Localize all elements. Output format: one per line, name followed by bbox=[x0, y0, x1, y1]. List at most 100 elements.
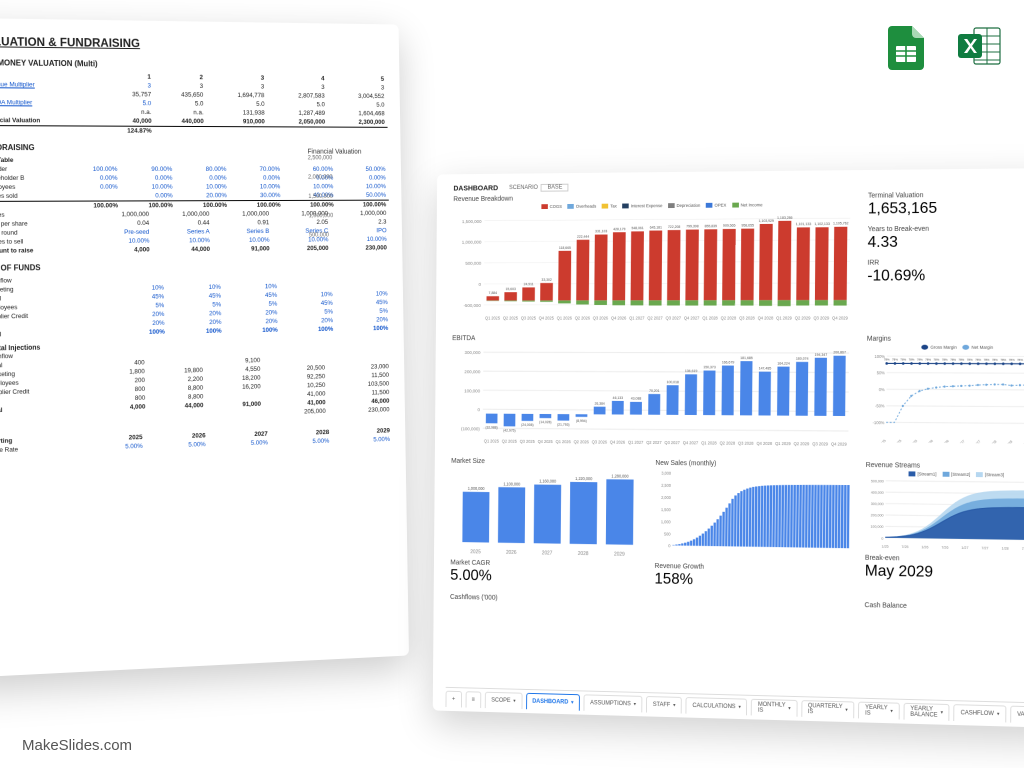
svg-text:Q1 2028: Q1 2028 bbox=[701, 440, 717, 445]
revenue-breakdown-chart: 1,500,0001,000,000500,0000-500,0007,884Q… bbox=[452, 208, 854, 324]
svg-text:909,565: 909,565 bbox=[723, 224, 735, 228]
market-size-title: Market Size bbox=[451, 458, 642, 467]
svg-text:33,302: 33,302 bbox=[542, 278, 552, 282]
google-sheets-icon bbox=[884, 22, 932, 70]
svg-text:200,000: 200,000 bbox=[870, 514, 883, 518]
svg-text:78%: 78% bbox=[884, 358, 890, 362]
svg-text:200,867: 200,867 bbox=[833, 351, 846, 355]
svg-text:1/26: 1/26 bbox=[921, 546, 928, 550]
svg-text:Q1 2025: Q1 2025 bbox=[874, 439, 886, 444]
svg-text:78%: 78% bbox=[892, 358, 898, 362]
svg-text:Q1 2029: Q1 2029 bbox=[1017, 440, 1024, 444]
svg-text:181,685: 181,685 bbox=[740, 356, 753, 360]
svg-text:(24,008): (24,008) bbox=[521, 423, 533, 427]
svg-text:Q2 2025: Q2 2025 bbox=[890, 439, 902, 444]
years-breakeven-label: Years to Break-even bbox=[868, 226, 929, 233]
svg-text:(14,026): (14,026) bbox=[539, 420, 552, 424]
tab-assumptions[interactable]: ASSUMPTIONS▾ bbox=[584, 694, 643, 712]
tab-dashboard[interactable]: DASHBOARD▾ bbox=[526, 693, 580, 711]
svg-text:722,208: 722,208 bbox=[668, 225, 680, 229]
tab-monthly-is[interactable]: MONTHLY IS▾ bbox=[751, 699, 797, 717]
tab-valuation[interactable]: VALUATION▾ bbox=[1010, 706, 1024, 724]
market-cagr-label: Market CAGR bbox=[450, 560, 490, 567]
margins-legend: Gross Margin Net Margin bbox=[867, 345, 1024, 351]
add-sheet-button[interactable]: + bbox=[446, 691, 462, 708]
svg-text:1,000,000: 1,000,000 bbox=[462, 240, 482, 245]
svg-text:Q3 2026: Q3 2026 bbox=[593, 316, 609, 321]
svg-text:7/27: 7/27 bbox=[981, 547, 988, 551]
svg-text:2,000: 2,000 bbox=[661, 495, 671, 500]
svg-text:1,500: 1,500 bbox=[661, 507, 671, 512]
svg-text:Q2 2025: Q2 2025 bbox=[502, 439, 518, 444]
svg-text:(42,975): (42,975) bbox=[503, 428, 515, 432]
svg-text:1,500,000: 1,500,000 bbox=[462, 219, 482, 224]
svg-text:7/26: 7/26 bbox=[941, 546, 948, 550]
svg-text:Q3 2026: Q3 2026 bbox=[592, 440, 608, 445]
revenue-streams-title: Revenue Streams bbox=[866, 462, 1024, 471]
svg-text:Q4 2029: Q4 2029 bbox=[832, 316, 848, 321]
brand-footer: MakeSlides.com bbox=[22, 737, 132, 754]
svg-text:78%: 78% bbox=[925, 358, 931, 362]
svg-text:Q3 2027: Q3 2027 bbox=[969, 440, 981, 445]
sheets-menu-button[interactable]: ≡ bbox=[465, 691, 481, 708]
use-table: CashflowMarketing10%10%10%Legal45%45%45%… bbox=[0, 272, 391, 339]
svg-text:100,000: 100,000 bbox=[464, 388, 480, 393]
svg-text:2028: 2028 bbox=[578, 551, 589, 557]
svg-text:78%: 78% bbox=[917, 358, 923, 362]
svg-text:166,679: 166,679 bbox=[722, 360, 734, 364]
svg-text:799,398: 799,398 bbox=[686, 225, 698, 229]
svg-text:78%: 78% bbox=[950, 358, 956, 362]
new-sales-title: New Sales (monthly) bbox=[655, 460, 852, 469]
tab-yearly-balance[interactable]: YEARLY BALANCE▾ bbox=[903, 703, 949, 721]
svg-text:Q1 2026: Q1 2026 bbox=[556, 439, 572, 444]
svg-text:147,485: 147,485 bbox=[759, 366, 772, 370]
breakeven-label: Break-even bbox=[865, 554, 900, 561]
svg-text:400,000: 400,000 bbox=[871, 491, 884, 495]
revenue-growth-label: Revenue Growth bbox=[655, 563, 705, 571]
svg-text:1,100,000: 1,100,000 bbox=[503, 481, 521, 486]
ebitda-chart: 300,000200,000100,0000(100,000)(32,988)Q… bbox=[451, 344, 853, 450]
svg-text:78%: 78% bbox=[908, 358, 914, 362]
tab-cashflow[interactable]: CASHFLOW▾ bbox=[954, 704, 1007, 722]
svg-text:1,183,286: 1,183,286 bbox=[777, 216, 792, 220]
kpi-panel: Terminal Valuation1,653,165 Years to Bre… bbox=[867, 191, 1024, 326]
svg-text:1,000: 1,000 bbox=[661, 519, 671, 524]
svg-text:Q2 2026: Q2 2026 bbox=[575, 316, 591, 321]
svg-text:(8,994): (8,994) bbox=[576, 419, 587, 423]
tab-yearly-is[interactable]: YEARLY IS▾ bbox=[858, 702, 899, 720]
svg-text:1,105,762: 1,105,762 bbox=[833, 222, 849, 226]
svg-text:300,000: 300,000 bbox=[465, 350, 481, 355]
terminal-valuation-label: Terminal Valuation bbox=[868, 192, 923, 199]
dashboard-title: DASHBOARD bbox=[453, 183, 498, 192]
market-cagr-value: 5.00% bbox=[450, 567, 641, 588]
cashflows-title: Cashflows ('000) bbox=[450, 594, 851, 609]
svg-text:0: 0 bbox=[881, 537, 883, 541]
tab-staff[interactable]: STAFF▾ bbox=[646, 696, 682, 714]
svg-text:78%: 78% bbox=[992, 358, 998, 362]
svg-text:Q1 2029: Q1 2029 bbox=[775, 441, 791, 446]
margins-chart: 100%50%0%-50%-100%78%78%78%78%78%78%78%7… bbox=[866, 351, 1024, 444]
svg-text:7/25: 7/25 bbox=[901, 545, 908, 549]
svg-text:78%: 78% bbox=[975, 358, 981, 362]
svg-text:Q1 2027: Q1 2027 bbox=[629, 316, 645, 321]
tab-calculations[interactable]: CALCULATIONS▾ bbox=[686, 697, 748, 715]
svg-text:Q1 2026: Q1 2026 bbox=[922, 439, 934, 444]
svg-text:70,201: 70,201 bbox=[649, 389, 659, 393]
svg-text:331,103: 331,103 bbox=[595, 230, 607, 234]
svg-text:2025: 2025 bbox=[470, 549, 481, 555]
svg-text:Q2 2029: Q2 2029 bbox=[795, 316, 811, 321]
svg-text:1/28: 1/28 bbox=[1001, 547, 1008, 551]
svg-text:500,000: 500,000 bbox=[465, 261, 481, 266]
svg-text:Q4 2026: Q4 2026 bbox=[610, 440, 626, 445]
svg-text:-500,000: -500,000 bbox=[464, 303, 482, 308]
svg-text:1,102,133: 1,102,133 bbox=[814, 222, 830, 226]
svg-text:46,133: 46,133 bbox=[613, 396, 623, 400]
svg-text:100,018: 100,018 bbox=[667, 380, 679, 384]
tab-scope[interactable]: SCOPE▾ bbox=[485, 692, 522, 709]
svg-text:78%: 78% bbox=[1000, 358, 1006, 362]
svg-text:Q1 2028: Q1 2028 bbox=[985, 440, 997, 445]
revenue-growth-value: 158% bbox=[654, 571, 851, 592]
revenue-streams-chart: 500,000400,000300,000200,000100,00001/25… bbox=[865, 477, 1024, 553]
tab-quarterly-is[interactable]: QUARTERLY IS▾ bbox=[801, 700, 855, 718]
ebitda-title: EBITDA bbox=[452, 335, 853, 342]
